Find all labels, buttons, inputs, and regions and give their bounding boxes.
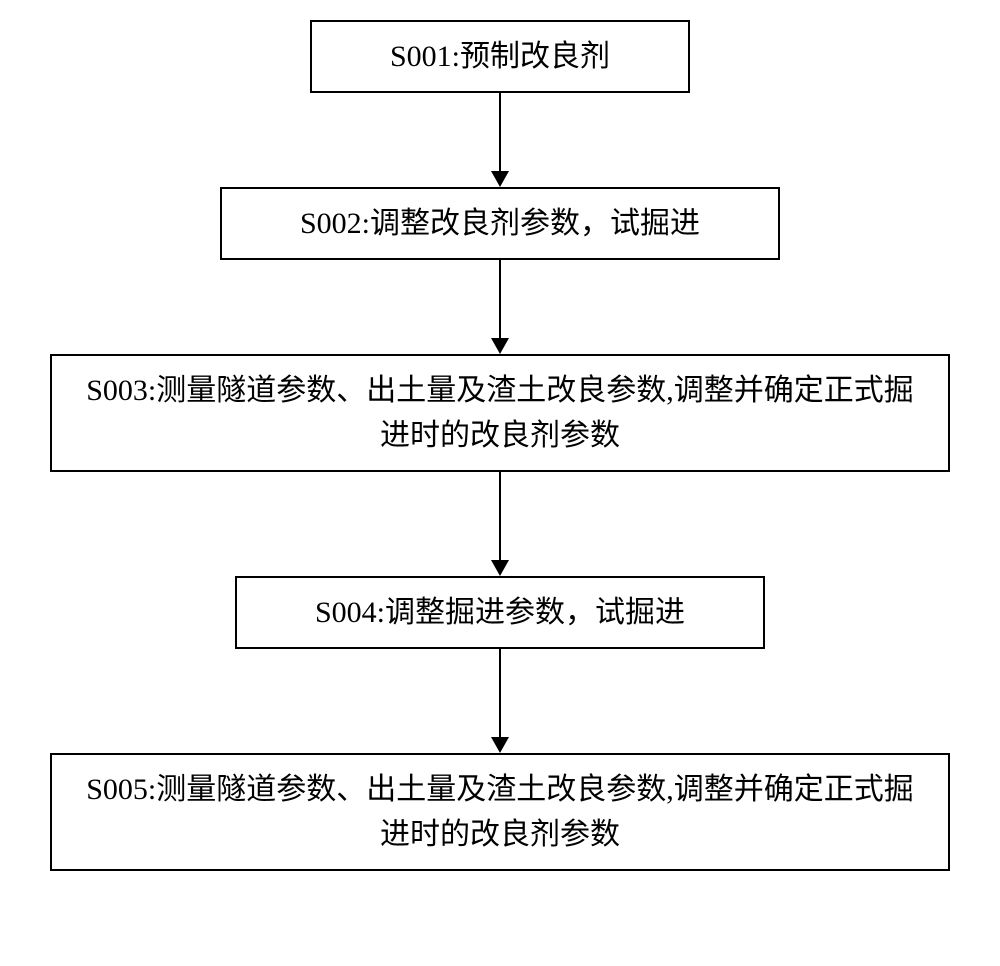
arrow-s003-s004 xyxy=(491,472,509,576)
node-s003: S003:测量隧道参数、出土量及渣土改良参数,调整并确定正式掘进时的改良剂参数 xyxy=(50,354,950,472)
arrow-s004-s005 xyxy=(491,649,509,753)
node-s001: S001:预制改良剂 xyxy=(310,20,690,93)
arrow-head-icon xyxy=(491,338,509,354)
arrow-line xyxy=(499,260,501,338)
flowchart-container: S001:预制改良剂 S002:调整改良剂参数，试掘进 S003:测量隧道参数、… xyxy=(0,0,1000,871)
arrow-line xyxy=(499,472,501,560)
arrow-s002-s003 xyxy=(491,260,509,354)
arrow-line xyxy=(499,649,501,737)
arrow-head-icon xyxy=(491,171,509,187)
arrow-head-icon xyxy=(491,737,509,753)
arrow-line xyxy=(499,93,501,171)
node-s002: S002:调整改良剂参数，试掘进 xyxy=(220,187,780,260)
node-s004: S004:调整掘进参数，试掘进 xyxy=(235,576,765,649)
node-s005: S005:测量隧道参数、出土量及渣土改良参数,调整并确定正式掘进时的改良剂参数 xyxy=(50,753,950,871)
arrow-head-icon xyxy=(491,560,509,576)
arrow-s001-s002 xyxy=(491,93,509,187)
